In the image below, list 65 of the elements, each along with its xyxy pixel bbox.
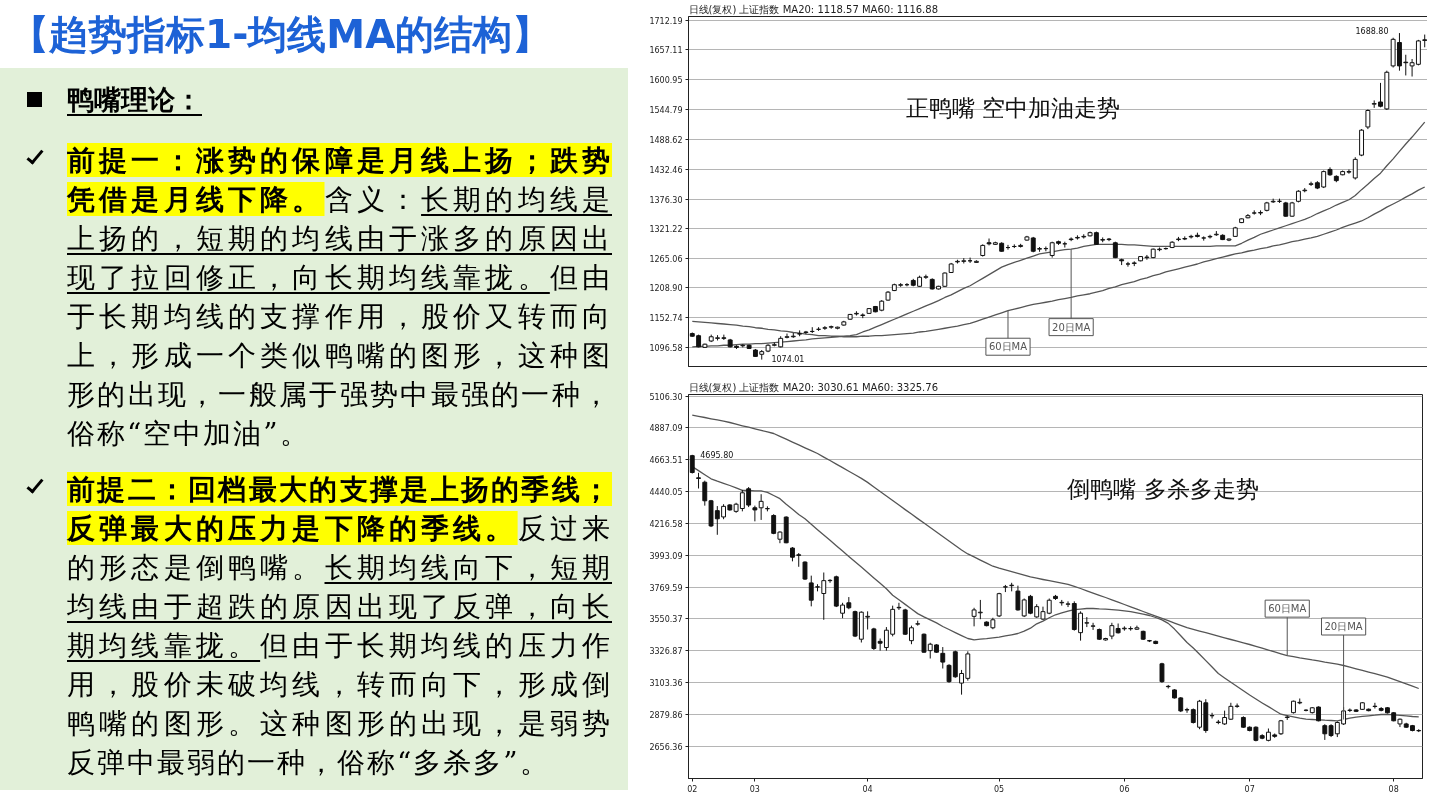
candlestick xyxy=(1308,181,1314,187)
y-tick-label: 4440.05 xyxy=(649,487,683,497)
candlestick xyxy=(1352,156,1358,181)
text: 【趋势指标1-均线MA的结构】 xyxy=(10,11,552,59)
candlestick xyxy=(802,560,808,581)
y-tick-label: 1488.62 xyxy=(649,135,683,145)
x-tick-label: 05 xyxy=(994,784,1005,794)
y-tick-label: 3550.37 xyxy=(649,614,683,624)
text: 60日MA xyxy=(988,341,1028,353)
candlestick xyxy=(1365,108,1371,130)
y-tick-label: 4216.58 xyxy=(649,519,683,529)
candlestick xyxy=(752,505,758,522)
y-tick-label: 3993.09 xyxy=(649,551,683,561)
candlestick xyxy=(1065,600,1071,608)
y-tick-label: 1600.95 xyxy=(649,76,683,86)
chart-subtitle: 日线(复权) 上证指数 MA20: 3030.61 MA60: 3325.76 xyxy=(688,382,939,393)
y-tick-label: 2879.86 xyxy=(649,710,683,720)
candlestick xyxy=(1207,234,1213,239)
x-tick-label: 08 xyxy=(1388,784,1399,794)
annotation: 1074.01 xyxy=(771,354,805,364)
y-tick-label: 1376.30 xyxy=(649,195,683,205)
annotation: 1688.80 xyxy=(1355,27,1389,36)
candlestick xyxy=(1234,703,1240,709)
y-tick-label: 3326.87 xyxy=(649,646,683,656)
candlestick xyxy=(1184,707,1190,714)
annotation: 4695.80 xyxy=(700,450,734,460)
y-tick-label: 1712.19 xyxy=(649,17,683,27)
text: 20日MA xyxy=(1052,321,1091,333)
candlestick xyxy=(1090,622,1096,631)
candlestick xyxy=(1068,236,1074,242)
candlestick xyxy=(940,646,946,669)
text: 60日MA xyxy=(1268,603,1307,615)
x-tick-label: 04 xyxy=(862,784,873,794)
candlestick xyxy=(1372,702,1378,709)
y-tick-label: 5106.30 xyxy=(649,392,683,402)
x-tick-label: 03 xyxy=(749,784,760,794)
y-tick-label: 1265.06 xyxy=(649,254,683,264)
candlestick xyxy=(702,480,708,507)
y-tick-label: 1432.46 xyxy=(649,165,683,175)
y-tick-label: 3769.59 xyxy=(649,583,683,593)
x-tick-label: 06 xyxy=(1119,784,1130,794)
candlestick xyxy=(896,602,902,611)
text: 前提一：涨势的保障是月线上扬；跌势凭借是月线下降。含义：长期的均线是上扬的，短期的均线由于涨多的原因出现了拉回修正，向长期均线靠拢。但由于长期均线的支撑作用，股价又转而向上，形成一个类似鸭嘴的图形，这种图形的出现，一般属于强势中最强的一种，俗称“空中加油”。 xyxy=(67,144,612,450)
text: 鸭嘴理论： xyxy=(67,84,202,115)
y-tick-label: 4663.51 xyxy=(649,455,683,465)
y-tick-label: 1152.74 xyxy=(649,314,683,324)
y-tick-label: 1321.22 xyxy=(649,224,683,234)
text: 正鸭嘴 空中加油走势 xyxy=(906,94,1121,121)
y-tick-label: 1544.79 xyxy=(649,106,683,116)
candlestick xyxy=(1125,261,1131,268)
y-tick-label: 1208.90 xyxy=(649,284,683,294)
candlestick xyxy=(923,274,929,280)
chart-subtitle: 日线(复权) 上证指数 MA20: 1118.57 MA60: 1116.88 xyxy=(688,4,939,15)
x-tick-label: 02 xyxy=(687,784,698,794)
candlestick xyxy=(822,325,828,331)
y-tick-label: 1096.58 xyxy=(649,344,683,354)
y-tick-label: 2656.36 xyxy=(649,742,683,752)
text: 倒鸭嘴 多杀多走势 xyxy=(1067,476,1259,503)
x-tick-label: 07 xyxy=(1244,784,1255,794)
y-tick-label: 1657.11 xyxy=(649,46,683,56)
text: 前提二：回档最大的支撑是上扬的季线；反弹最大的压力是下降的季线。反过来的形态是倒鸭嘴。长期均线向下，短期均线由于超跌的原因出现了反弹，向长期均线靠拢。但由于长期均线的压力作用，股价未破均线，转而向下，形成倒鸭嘴的图形。这种图形的出现，是弱势反弹中最弱的一种，俗称“多杀多”。 xyxy=(67,473,612,779)
candlestick xyxy=(758,493,764,521)
y-tick-label: 3103.36 xyxy=(649,678,683,688)
text: 20日MA xyxy=(1324,621,1363,632)
y-tick-label: 4887.09 xyxy=(649,423,683,433)
